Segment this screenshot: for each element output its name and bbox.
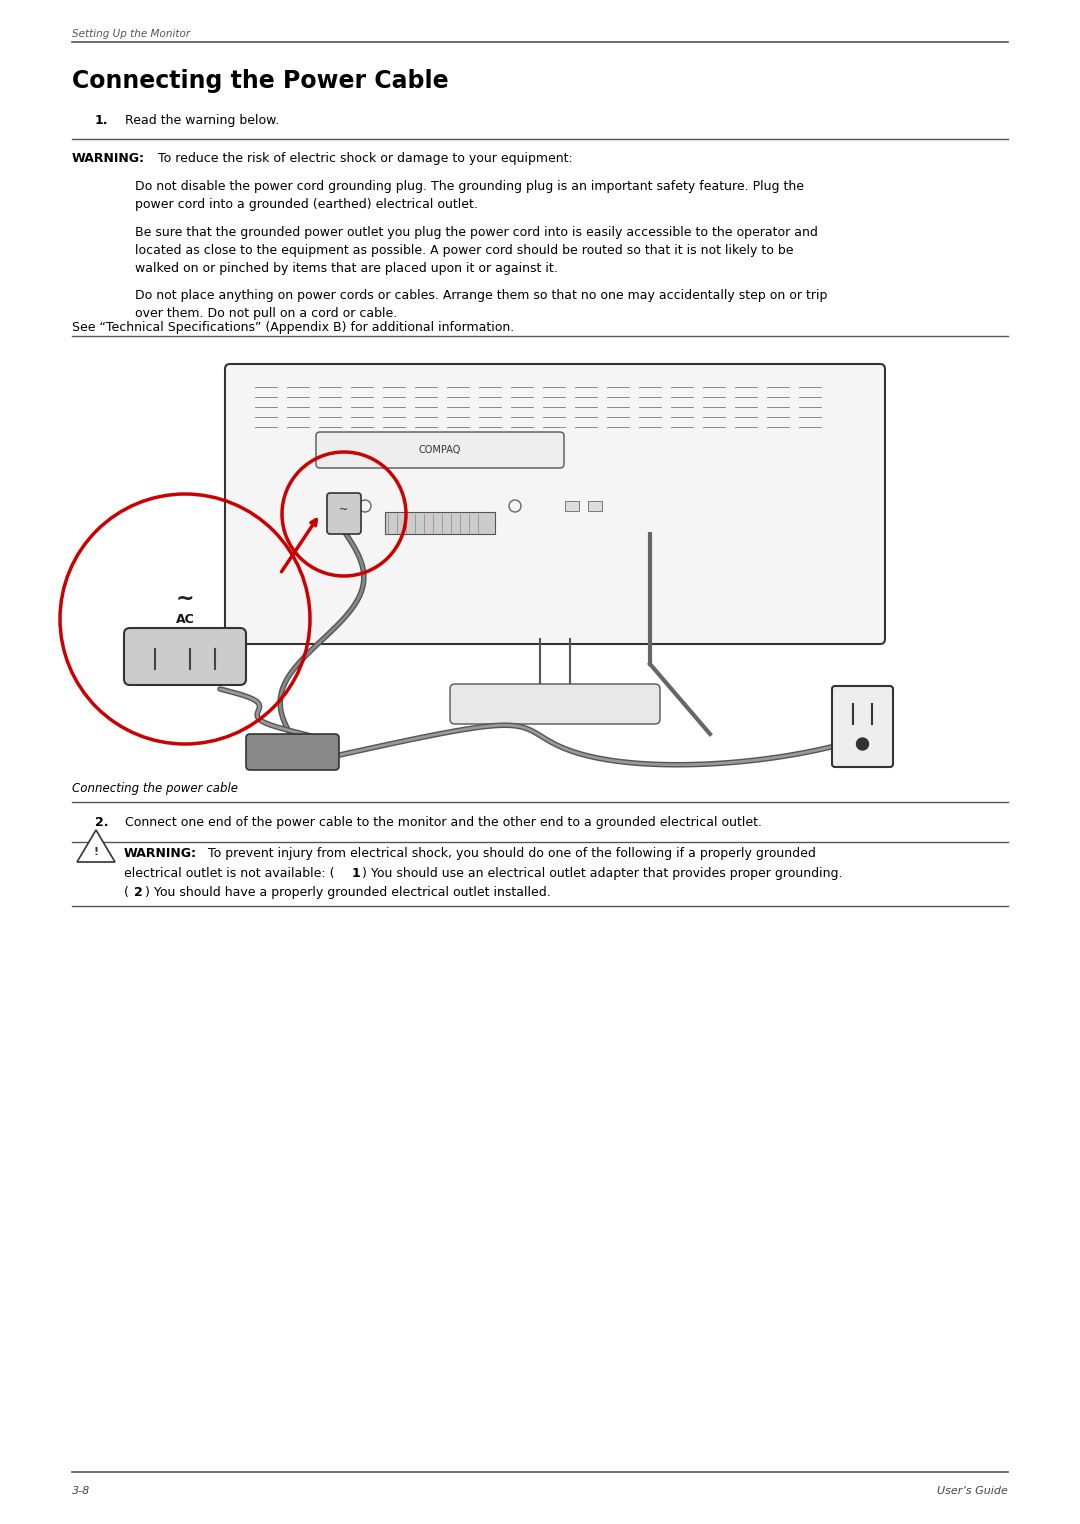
Text: Connecting the Power Cable: Connecting the Power Cable [72,69,448,93]
Text: WARNING:: WARNING: [72,152,145,165]
Text: ) You should have a properly grounded electrical outlet installed.: ) You should have a properly grounded el… [145,885,551,899]
Text: Read the warning below.: Read the warning below. [125,114,280,126]
Text: COMPAQ: COMPAQ [419,445,461,456]
Text: Connecting the power cable: Connecting the power cable [72,782,238,796]
Text: Do not disable the power cord grounding plug. The grounding plug is an important: Do not disable the power cord grounding … [135,180,804,210]
Text: 2: 2 [134,885,143,899]
Text: (: ( [124,885,129,899]
Text: See “Technical Specifications” (Appendix B) for additional information.: See “Technical Specifications” (Appendix… [72,322,514,334]
Text: User’s Guide: User’s Guide [937,1486,1008,1497]
Circle shape [856,738,868,750]
FancyBboxPatch shape [225,364,885,645]
Text: ~: ~ [176,588,194,610]
Text: Setting Up the Monitor: Setting Up the Monitor [72,29,190,40]
Text: WARNING:: WARNING: [124,847,197,860]
Text: Connect one end of the power cable to the monitor and the other end to a grounde: Connect one end of the power cable to th… [125,815,762,829]
Text: 2.: 2. [95,815,108,829]
Text: ~: ~ [339,504,349,515]
FancyBboxPatch shape [832,686,893,767]
FancyBboxPatch shape [124,628,246,684]
Bar [588,501,602,511]
FancyBboxPatch shape [450,684,660,724]
FancyBboxPatch shape [316,431,564,468]
Text: Do not place anything on power cords or cables. Arrange them so that no one may : Do not place anything on power cords or … [135,290,827,320]
Bar [565,501,579,511]
Text: ) You should use an electrical outlet adapter that provides proper grounding.: ) You should use an electrical outlet ad… [362,867,842,879]
Text: !: ! [94,847,98,856]
Text: 1.: 1. [95,114,108,126]
Text: 1: 1 [352,867,361,879]
FancyBboxPatch shape [246,735,339,770]
Text: 3-8: 3-8 [72,1486,91,1497]
Text: To prevent injury from electrical shock, you should do one of the following if a: To prevent injury from electrical shock,… [204,847,815,860]
Text: electrical outlet is not available: (: electrical outlet is not available: ( [124,867,335,879]
Text: Be sure that the grounded power outlet you plug the power cord into is easily ac: Be sure that the grounded power outlet y… [135,226,818,274]
FancyBboxPatch shape [327,492,361,533]
Text: AC: AC [176,613,194,625]
Polygon shape [77,831,114,863]
Bar [384,512,495,533]
Text: To reduce the risk of electric shock or damage to your equipment:: To reduce the risk of electric shock or … [154,152,572,165]
